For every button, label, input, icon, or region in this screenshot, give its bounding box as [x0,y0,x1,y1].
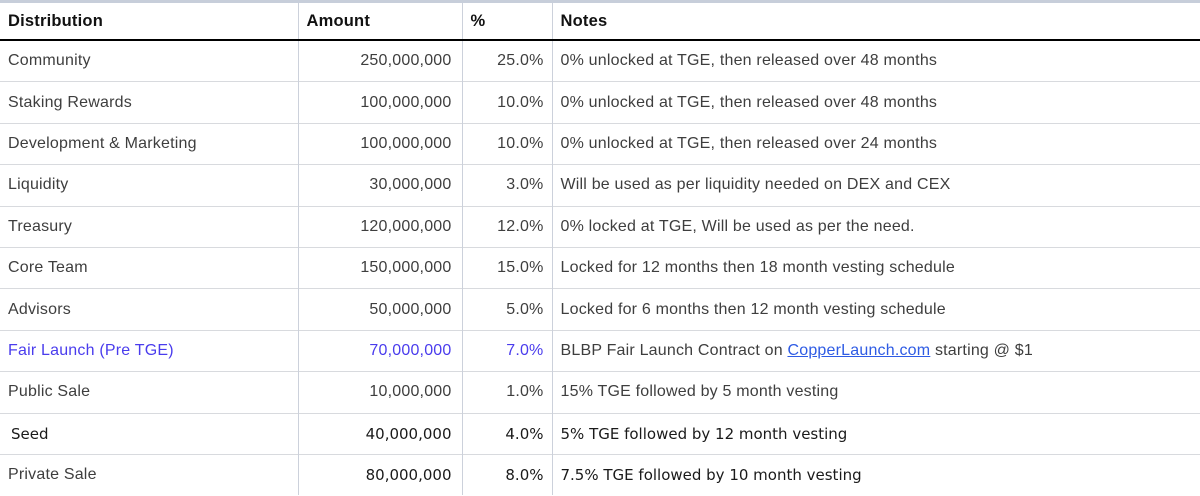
copperlaunch-link[interactable]: CopperLaunch.com [787,341,931,359]
note-text-prefix: BLBP Fair Launch Contract on [560,341,788,359]
cell-note: 0% unlocked at TGE, then released over 2… [551,122,1200,165]
tokenomics-table: Distribution Amount % Notes Community 25… [0,3,1200,496]
cell-note: 5% TGE followed by 12 month vesting [551,412,1200,455]
cell-amount: 150,000,000 [297,246,462,289]
cell-note: 15% TGE followed by 5 month vesting [551,371,1200,414]
cell-percent: 3.0% [461,164,552,207]
cell-amount: 30,000,000 [297,164,462,207]
cell-distribution: Development & Marketing [0,122,298,165]
cell-note: 0% unlocked at TGE, then released over 4… [551,39,1200,82]
table-row-fair-launch: Fair Launch (Pre TGE) 70,000,000 7.0% BL… [0,329,1200,372]
cell-note: 0% locked at TGE, Will be used as per th… [551,205,1200,248]
table-row-private-sale: Private Sale 80,000,000 8.0% 7.5% TGE fo… [0,453,1200,496]
cell-distribution: Staking Rewards [0,81,298,124]
col-header-percent: % [461,3,552,41]
table-row-community: Community 250,000,000 25.0% 0% unlocked … [0,39,1200,82]
table-row-core-team: Core Team 150,000,000 15.0% Locked for 1… [0,246,1200,289]
cell-distribution: Seed [0,412,298,455]
table-row-treasury: Treasury 120,000,000 12.0% 0% locked at … [0,205,1200,248]
cell-amount: 80,000,000 [297,453,462,496]
col-header-notes: Notes [551,3,1200,41]
cell-amount: 50,000,000 [297,288,462,331]
header-row: Distribution Amount % Notes [0,3,1200,41]
cell-amount: 10,000,000 [297,371,462,414]
cell-note: 0% unlocked at TGE, then released over 4… [551,81,1200,124]
cell-distribution: Public Sale [0,371,298,414]
cell-distribution: Private Sale [0,453,298,496]
note-text-suffix: starting @ $1 [930,341,1033,359]
cell-note: Locked for 12 months then 18 month vesti… [551,246,1200,289]
cell-amount: 250,000,000 [297,39,462,82]
table-row-advisors: Advisors 50,000,000 5.0% Locked for 6 mo… [0,288,1200,331]
cell-distribution: Community [0,39,298,82]
cell-percent: 5.0% [461,288,552,331]
table-row-development-marketing: Development & Marketing 100,000,000 10.0… [0,122,1200,165]
cell-percent: 15.0% [461,246,552,289]
cell-percent: 7.0% [461,329,552,372]
cell-amount: 70,000,000 [297,329,462,372]
cell-distribution: Advisors [0,288,298,331]
table-row-public-sale: Public Sale 10,000,000 1.0% 15% TGE foll… [0,371,1200,414]
cell-percent: 25.0% [461,39,552,82]
col-header-amount: Amount [297,3,462,41]
cell-percent: 1.0% [461,371,552,414]
cell-amount: 40,000,000 [297,412,462,455]
cell-amount: 120,000,000 [297,205,462,248]
col-header-distribution: Distribution [0,3,298,41]
cell-percent: 4.0% [461,412,552,455]
cell-percent: 8.0% [461,453,552,496]
cell-distribution: Fair Launch (Pre TGE) [0,329,298,372]
cell-percent: 10.0% [461,122,552,165]
cell-amount: 100,000,000 [297,81,462,124]
cell-percent: 12.0% [461,205,552,248]
cell-distribution: Liquidity [0,164,298,207]
cell-distribution: Core Team [0,246,298,289]
cell-note: BLBP Fair Launch Contract on CopperLaunc… [551,329,1200,372]
cell-note: Locked for 6 months then 12 month vestin… [551,288,1200,331]
table-row-staking-rewards: Staking Rewards 100,000,000 10.0% 0% unl… [0,81,1200,124]
cell-distribution: Treasury [0,205,298,248]
table-row-liquidity: Liquidity 30,000,000 3.0% Will be used a… [0,164,1200,207]
cell-percent: 10.0% [461,81,552,124]
cell-note: 7.5% TGE followed by 10 month vesting [551,453,1200,496]
cell-amount: 100,000,000 [297,122,462,165]
cell-note: Will be used as per liquidity needed on … [551,164,1200,207]
table-row-seed: Seed 40,000,000 4.0% 5% TGE followed by … [0,412,1200,455]
